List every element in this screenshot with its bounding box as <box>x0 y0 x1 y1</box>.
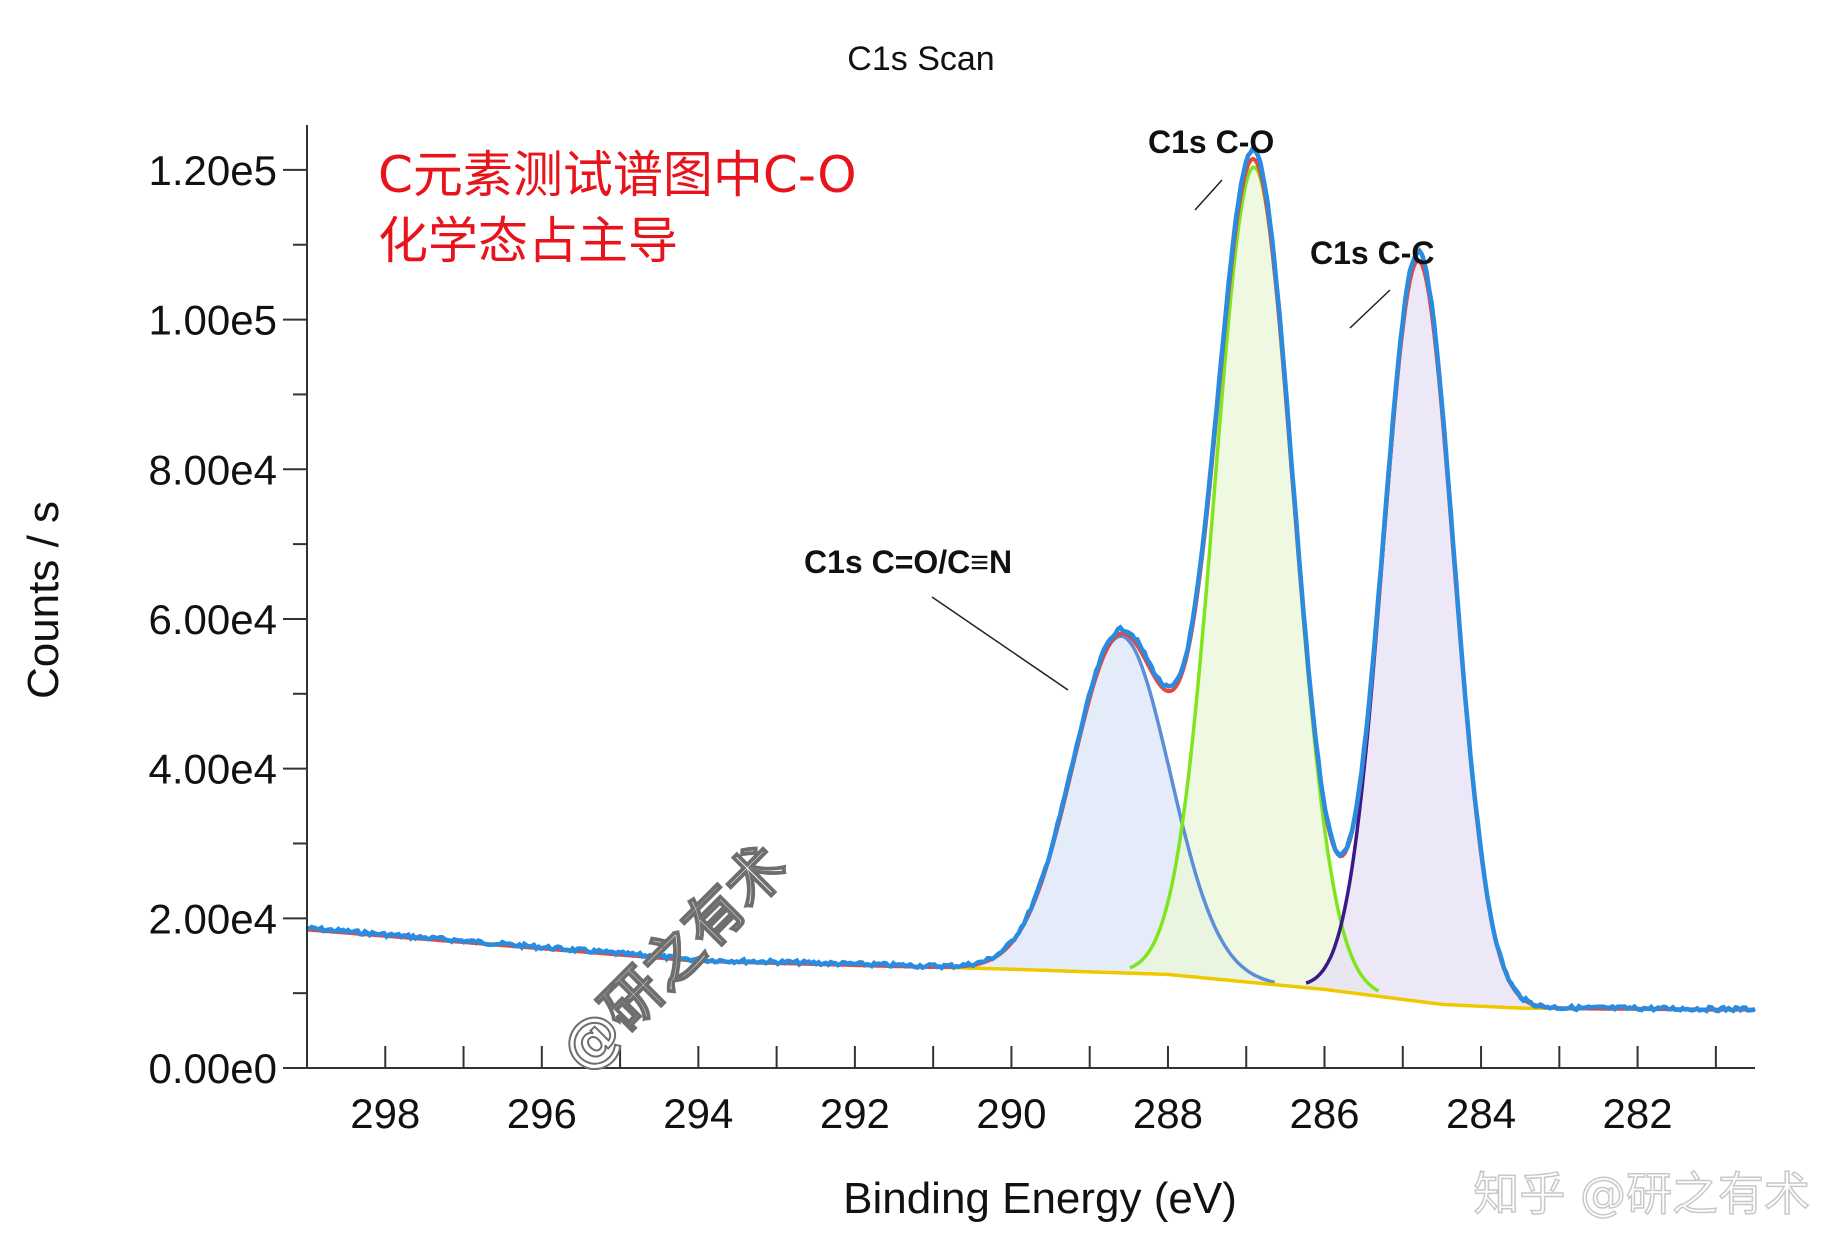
peak-line-1 <box>1129 165 1380 993</box>
y-tick-label: 0.00e0 <box>149 1045 277 1092</box>
y-ticks: 0.00e0 2.00e4 4.00e4 6.00e4 8.00e4 1.00e5 1.20… <box>149 147 307 1092</box>
chart-title: C1s Scan <box>847 40 994 78</box>
diagonal-watermark: @研之有术 <box>547 832 800 1085</box>
corner-watermark: 知乎 @研之有术 <box>1473 1167 1810 1221</box>
annotation-leader-coo <box>931 596 1069 691</box>
x-ticks: 298 296 294 292 290 288 286 284 282 <box>350 1046 1717 1137</box>
note-line-2: 化学态占主导 <box>378 212 678 270</box>
y-tick-label: 6.00e4 <box>149 596 277 643</box>
x-tick-label: 288 <box>1133 1090 1203 1137</box>
peak-fills <box>965 167 1531 1009</box>
annotation-leader-cc <box>1349 289 1391 329</box>
peak-fill-2 <box>1306 260 1531 1009</box>
series-lines <box>306 143 1757 1014</box>
note-line-1: C元素测试谱图中C-O <box>378 146 857 204</box>
annotation-c-double-o: C1s C=O/C≡N <box>804 544 1012 580</box>
x-axis-label: Binding Energy (eV) <box>843 1174 1237 1223</box>
y-tick-label: 2.00e4 <box>149 895 277 942</box>
envelope-line <box>306 156 1755 1012</box>
y-tick-label: 1.00e5 <box>149 297 277 344</box>
peak-fill-1 <box>1129 167 1379 997</box>
data-line <box>306 143 1757 1014</box>
axes <box>306 125 1755 1069</box>
y-tick-label: 4.00e4 <box>149 746 277 793</box>
y-tick-label: 1.20e5 <box>149 147 277 194</box>
x-tick-label: 290 <box>976 1090 1046 1137</box>
x-tick-label: 282 <box>1603 1090 1673 1137</box>
peak-annotations: C1s C-O C1s C-C C1s C=O/C≡N <box>804 124 1434 691</box>
x-tick-label: 292 <box>820 1090 890 1137</box>
x-tick-label: 296 <box>507 1090 577 1137</box>
y-tick-label: 8.00e4 <box>149 446 277 493</box>
y-axis-label: Counts / s <box>19 501 68 699</box>
x-tick-label: 298 <box>350 1090 420 1137</box>
annotation-c-c: C1s C-C <box>1310 235 1434 271</box>
x-tick-label: 294 <box>663 1090 733 1137</box>
x-tick-label: 284 <box>1446 1090 1516 1137</box>
annotation-leader-co <box>1194 179 1223 211</box>
x-tick-label: 286 <box>1289 1090 1359 1137</box>
annotation-c-o: C1s C-O <box>1148 124 1274 160</box>
